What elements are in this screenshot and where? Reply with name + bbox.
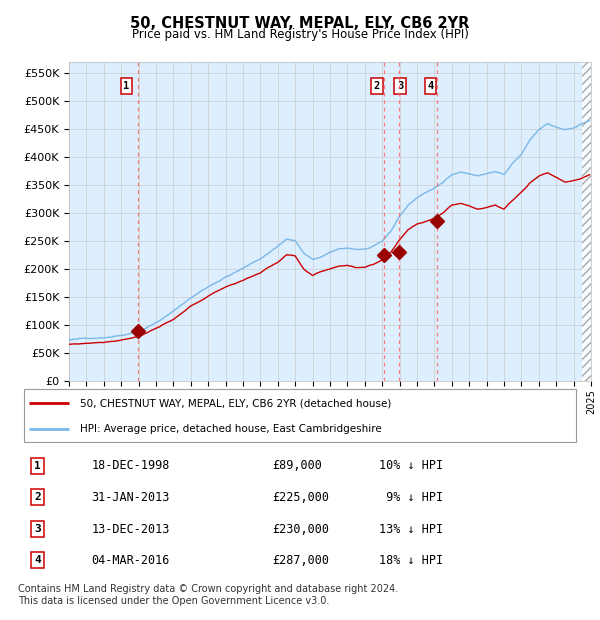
- Text: 4: 4: [428, 81, 434, 91]
- Text: 1: 1: [34, 461, 41, 471]
- Text: 50, CHESTNUT WAY, MEPAL, ELY, CB6 2YR: 50, CHESTNUT WAY, MEPAL, ELY, CB6 2YR: [130, 16, 470, 30]
- Text: This data is licensed under the Open Government Licence v3.0.: This data is licensed under the Open Gov…: [18, 596, 329, 606]
- Text: 2: 2: [34, 492, 41, 502]
- Text: 13% ↓ HPI: 13% ↓ HPI: [379, 523, 443, 536]
- Text: £230,000: £230,000: [272, 523, 329, 536]
- Text: 4: 4: [34, 556, 41, 565]
- Text: 18-DEC-1998: 18-DEC-1998: [91, 459, 170, 472]
- Text: 3: 3: [34, 524, 41, 534]
- Text: 9% ↓ HPI: 9% ↓ HPI: [379, 490, 443, 503]
- Text: £89,000: £89,000: [272, 459, 322, 472]
- Text: Contains HM Land Registry data © Crown copyright and database right 2024.: Contains HM Land Registry data © Crown c…: [18, 584, 398, 594]
- Text: Price paid vs. HM Land Registry's House Price Index (HPI): Price paid vs. HM Land Registry's House …: [131, 28, 469, 41]
- Text: 1: 1: [124, 81, 130, 91]
- Text: £287,000: £287,000: [272, 554, 329, 567]
- Text: 50, CHESTNUT WAY, MEPAL, ELY, CB6 2YR (detached house): 50, CHESTNUT WAY, MEPAL, ELY, CB6 2YR (d…: [80, 398, 391, 408]
- Text: 10% ↓ HPI: 10% ↓ HPI: [379, 459, 443, 472]
- FancyBboxPatch shape: [23, 389, 577, 442]
- Text: 2: 2: [374, 81, 380, 91]
- Text: HPI: Average price, detached house, East Cambridgeshire: HPI: Average price, detached house, East…: [80, 424, 382, 435]
- Text: 31-JAN-2013: 31-JAN-2013: [91, 490, 170, 503]
- Text: 13-DEC-2013: 13-DEC-2013: [91, 523, 170, 536]
- Text: 3: 3: [397, 81, 403, 91]
- Text: 04-MAR-2016: 04-MAR-2016: [91, 554, 170, 567]
- Bar: [582, 62, 593, 381]
- Text: 18% ↓ HPI: 18% ↓ HPI: [379, 554, 443, 567]
- Text: £225,000: £225,000: [272, 490, 329, 503]
